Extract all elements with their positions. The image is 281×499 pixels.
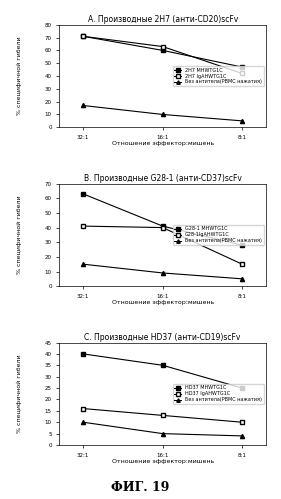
Y-axis label: % специфичной гибели: % специфичной гибели <box>17 354 22 433</box>
Legend: G28-1 MHWTG1C, G28-1IgAHWTG1C, Без антитела(PBMC нажатия): G28-1 MHWTG1C, G28-1IgAHWTG1C, Без антит… <box>173 225 264 245</box>
Title: B. Производные G28-1 (анти-CD37)scFv: B. Производные G28-1 (анти-CD37)scFv <box>84 174 242 183</box>
X-axis label: Отношение эффектор:мишень: Отношение эффектор:мишень <box>112 141 214 146</box>
Legend: HD37 MHWTG1C, HD37 IgAHWTG1C, Без антитела(PBMC нажатия): HD37 MHWTG1C, HD37 IgAHWTG1C, Без антите… <box>173 384 264 404</box>
Title: C. Производные HD37 (анти-CD19)scFv: C. Производные HD37 (анти-CD19)scFv <box>85 333 241 342</box>
Title: A. Производные 2H7 (анти-CD20)scFv: A. Производные 2H7 (анти-CD20)scFv <box>88 15 238 24</box>
Y-axis label: % специфичной гибели: % специфичной гибели <box>17 37 22 115</box>
Y-axis label: % специфичной гибели: % специфичной гибели <box>17 196 22 274</box>
Legend: 2H7 MHWTG1C, 2H7 IgAHWTG1C, Без антитела(PBMC нажатия): 2H7 MHWTG1C, 2H7 IgAHWTG1C, Без антитела… <box>173 66 264 86</box>
X-axis label: Отношение эффектор:мишень: Отношение эффектор:мишень <box>112 459 214 464</box>
X-axis label: Отношение эффектор:мишень: Отношение эффектор:мишень <box>112 300 214 305</box>
Text: ФИГ. 19: ФИГ. 19 <box>111 481 170 494</box>
